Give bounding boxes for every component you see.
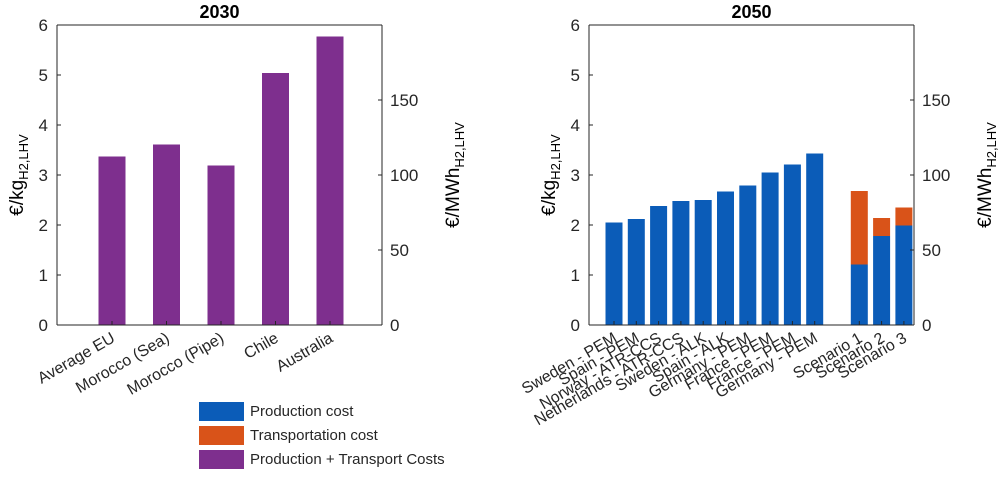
bar-2050-2-s0 <box>650 206 668 325</box>
legend-item-transportation: Transportation cost <box>199 424 378 446</box>
ytick-left-label-2030-1: 1 <box>39 266 48 285</box>
bar-2050-12-s1 <box>873 218 891 236</box>
ytick-right-label-2050-2: 100 <box>922 166 950 185</box>
bar-2050-13-s1 <box>895 207 913 226</box>
ylabel-left-2050: €/kgH2,LHV <box>539 134 563 216</box>
ytick-left-label-2030-5: 5 <box>39 66 48 85</box>
ytick-right-label-2030-3: 150 <box>390 91 418 110</box>
ytick-left-label-2050-6: 6 <box>571 16 580 35</box>
bar-2050-11-s1 <box>850 191 868 265</box>
ytick-left-label-2030-3: 3 <box>39 166 48 185</box>
bar-2030-1-s0 <box>153 144 180 325</box>
chart-title-2050: 2050 <box>731 2 771 22</box>
ytick-right-label-2050-1: 50 <box>922 241 941 260</box>
legend-item-production: Production cost <box>199 400 353 422</box>
ylabel-right-2030: €/MWhH2,LHV <box>443 122 467 228</box>
xtick-label-2030-3: Chile <box>241 330 281 363</box>
bar-2050-4-s0 <box>694 200 712 325</box>
legend-swatch-combined <box>199 449 244 469</box>
bar-2050-11-s0 <box>850 264 868 325</box>
bar-2050-5-s0 <box>717 191 734 325</box>
bar-2050-8-s0 <box>783 164 801 325</box>
ytick-left-label-2050-3: 3 <box>571 166 580 185</box>
ylabel-left-2030: €/kgH2,LHV <box>7 134 31 216</box>
bar-2030-2-s0 <box>207 165 235 325</box>
ytick-left-label-2050-0: 0 <box>571 316 580 335</box>
bar-2050-7-s0 <box>761 172 779 325</box>
ytick-left-label-2050-4: 4 <box>571 116 580 135</box>
ytick-left-label-2050-2: 2 <box>571 216 580 235</box>
bar-2030-3-s0 <box>262 73 289 325</box>
ytick-left-label-2030-4: 4 <box>39 116 48 135</box>
bar-2050-6-s0 <box>739 185 757 325</box>
bar-2050-9-s0 <box>806 153 824 325</box>
bar-2050-1-s0 <box>627 219 645 325</box>
bar-2050-13-s0 <box>895 225 913 325</box>
ytick-right-label-2030-0: 0 <box>390 316 399 335</box>
legend-item-combined: Production + Transport Costs <box>199 448 445 470</box>
bar-2030-4-s0 <box>316 36 344 325</box>
ytick-left-label-2050-1: 1 <box>571 266 580 285</box>
bar-2050-3-s0 <box>672 201 690 325</box>
legend: Production cost Transportation cost Prod… <box>193 396 483 474</box>
legend-label-production: Production cost <box>250 402 354 420</box>
ytick-right-label-2030-1: 50 <box>390 241 409 260</box>
xtick-label-2030-4: Australia <box>274 330 336 376</box>
xtick-label-2030-1: Morocco (Sea) <box>73 330 172 397</box>
ytick-left-label-2030-2: 2 <box>39 216 48 235</box>
legend-swatch-transportation <box>199 425 244 445</box>
xtick-label-2030-2: Morocco (Pipe) <box>125 330 227 399</box>
legend-swatch-production <box>199 401 244 421</box>
ytick-right-label-2050-3: 150 <box>922 91 950 110</box>
ylabel-right-2050: €/MWhH2,LHV <box>975 122 999 228</box>
ytick-left-label-2050-5: 5 <box>571 66 580 85</box>
chart-title-2030: 2030 <box>199 2 239 22</box>
legend-label-transportation: Transportation cost <box>250 426 378 444</box>
bar-2050-12-s0 <box>873 236 891 325</box>
ytick-right-label-2050-0: 0 <box>922 316 931 335</box>
ytick-left-label-2030-0: 0 <box>39 316 48 335</box>
bar-2030-0-s0 <box>98 156 126 325</box>
ytick-right-label-2030-2: 100 <box>390 166 418 185</box>
bar-2050-0-s0 <box>605 222 623 325</box>
ytick-left-label-2030-6: 6 <box>39 16 48 35</box>
legend-label-combined: Production + Transport Costs <box>250 450 445 468</box>
